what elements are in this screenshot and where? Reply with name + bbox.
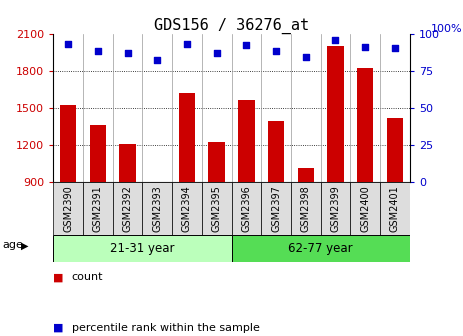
Bar [268, 121, 284, 293]
Point [154, 57, 161, 63]
Text: GSM2394: GSM2394 [182, 185, 192, 232]
Text: ■: ■ [53, 323, 64, 333]
Text: GSM2401: GSM2401 [390, 185, 400, 232]
Bar [298, 168, 314, 293]
Bar [357, 68, 373, 293]
Bar [202, 182, 232, 236]
Bar [387, 118, 403, 293]
Point [302, 55, 309, 60]
Bar [90, 125, 106, 293]
Bar [238, 100, 255, 293]
Bar [149, 185, 165, 293]
Text: 100%: 100% [431, 24, 463, 34]
Text: GSM2398: GSM2398 [301, 185, 311, 232]
Bar [291, 182, 320, 236]
Point [124, 50, 131, 55]
Point [94, 49, 101, 54]
Text: GSM2390: GSM2390 [63, 185, 73, 232]
Text: ■: ■ [53, 272, 64, 282]
Bar [261, 182, 291, 236]
Title: GDS156 / 36276_at: GDS156 / 36276_at [154, 17, 309, 34]
Point [272, 49, 280, 54]
Bar [320, 182, 350, 236]
Point [391, 46, 399, 51]
Point [332, 37, 339, 42]
Text: GSM2395: GSM2395 [212, 185, 222, 232]
Text: GSM2391: GSM2391 [93, 185, 103, 232]
Bar [380, 182, 410, 236]
Point [213, 50, 220, 55]
Text: ▶: ▶ [21, 240, 28, 250]
Bar [119, 144, 136, 293]
Text: age: age [2, 240, 23, 250]
Text: GSM2397: GSM2397 [271, 185, 281, 232]
Bar [53, 182, 83, 236]
Text: count: count [72, 272, 103, 282]
Text: 21-31 year: 21-31 year [110, 242, 175, 255]
Bar [179, 93, 195, 293]
Point [362, 44, 369, 50]
Bar [232, 236, 410, 262]
Bar [350, 182, 380, 236]
Bar [208, 142, 225, 293]
Bar [83, 182, 113, 236]
Text: GSM2400: GSM2400 [360, 185, 370, 232]
Point [183, 41, 191, 47]
Bar [327, 46, 344, 293]
Text: GSM2396: GSM2396 [241, 185, 251, 232]
Bar [172, 182, 202, 236]
Text: percentile rank within the sample: percentile rank within the sample [72, 323, 260, 333]
Bar [143, 182, 172, 236]
Bar [113, 182, 143, 236]
Bar [53, 236, 232, 262]
Point [64, 41, 72, 47]
Text: GSM2399: GSM2399 [331, 185, 340, 232]
Bar [60, 105, 76, 293]
Text: GSM2393: GSM2393 [152, 185, 162, 232]
Bar [232, 182, 261, 236]
Text: 62-77 year: 62-77 year [288, 242, 353, 255]
Point [243, 43, 250, 48]
Text: GSM2392: GSM2392 [123, 185, 132, 232]
